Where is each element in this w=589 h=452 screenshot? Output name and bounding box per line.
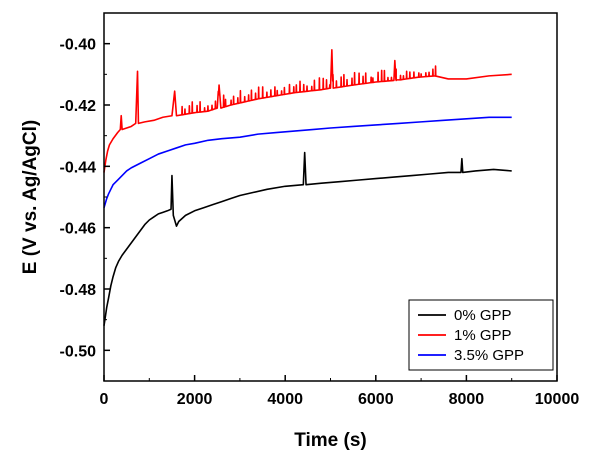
- y-axis-title: E (V vs. Ag/AgCl): [20, 120, 41, 274]
- legend-label: 3.5% GPP: [454, 347, 524, 364]
- legend: 0% GPP 1% GPP 3.5% GPP: [408, 299, 554, 371]
- y-tick-label: -0.40: [60, 37, 97, 54]
- y-tick-label: -0.50: [60, 343, 97, 360]
- y-tick-label: -0.46: [60, 221, 97, 238]
- series-line: [103, 49, 512, 173]
- y-tick-label: -0.44: [60, 159, 97, 176]
- legend-label: 0% GPP: [454, 307, 512, 324]
- y-tick-label: -0.48: [60, 282, 97, 299]
- x-tick-label: 6000: [358, 391, 394, 408]
- legend-label: 1% GPP: [454, 327, 512, 344]
- series-line: [103, 116, 512, 208]
- x-tick-label: 8000: [449, 391, 485, 408]
- y-tick-label: -0.42: [60, 98, 97, 115]
- series-line: [103, 151, 512, 326]
- series-layer: [103, 49, 512, 326]
- x-tick-label: 10000: [535, 391, 580, 408]
- ticks-layer: 0 2000 4000 6000 8000 10000 -0.50 -0.48 -0.46 -0.…: [60, 12, 580, 408]
- x-axis-title: Time (s): [294, 430, 367, 451]
- x-tick-label: 4000: [267, 391, 303, 408]
- x-tick-label: 0: [100, 391, 109, 408]
- x-tick-label: 2000: [177, 391, 213, 408]
